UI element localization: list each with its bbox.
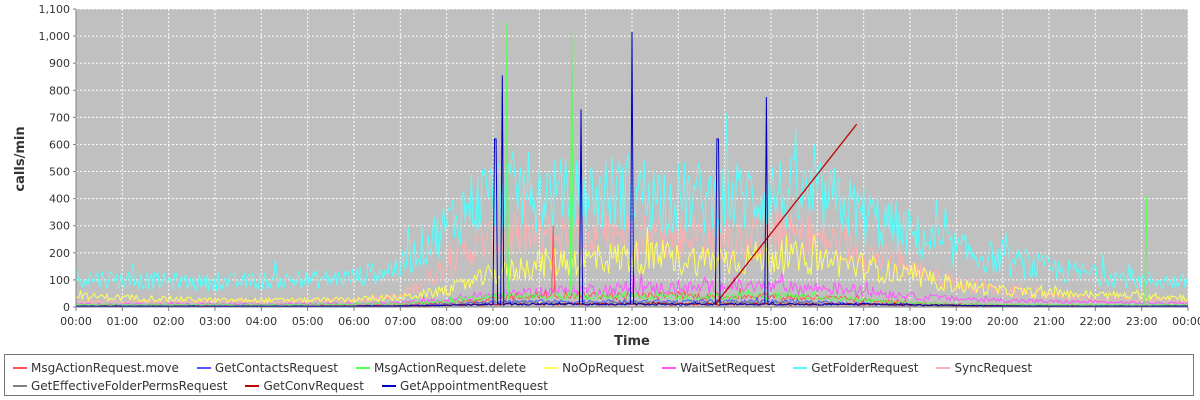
legend-swatch bbox=[355, 367, 370, 369]
x-tick-label: 08:00 bbox=[431, 315, 463, 328]
legend-item: MsgActionRequest.delete bbox=[355, 359, 527, 377]
legend-swatch bbox=[793, 367, 808, 369]
axes: 0 100 200 300 400 500 600 700 800 900 1,000 1,100 00… bbox=[39, 3, 1200, 328]
legend-item: GetContactsRequest bbox=[196, 359, 338, 377]
x-tick-label: 14:00 bbox=[709, 315, 741, 328]
legend-label: SyncRequest bbox=[954, 361, 1033, 375]
series-line-nooprequest bbox=[75, 227, 1189, 304]
legend-label: WaitSetRequest bbox=[680, 361, 776, 375]
x-tick-label: 06:00 bbox=[338, 315, 370, 328]
legend-label: NoOpRequest bbox=[562, 361, 645, 375]
legend-label: GetAppointmentRequest bbox=[400, 379, 548, 393]
chart: calls/min 0 100 200 300 400 500 600 700 800 900 1,… bbox=[13, 3, 1200, 349]
y-tick-label: 1,100 bbox=[39, 3, 71, 16]
x-tick-label: 10:00 bbox=[523, 315, 555, 328]
legend-item: MsgActionRequest.move bbox=[13, 359, 179, 377]
x-tick-label: 12:00 bbox=[616, 315, 648, 328]
y-axis-title: calls/min bbox=[13, 126, 28, 191]
legend-item: WaitSetRequest bbox=[662, 359, 775, 377]
legend-label: GetEffectiveFolderPermsRequest bbox=[31, 379, 228, 393]
series-line-syncrequest bbox=[75, 175, 1189, 305]
legend-label: GetConvRequest bbox=[263, 379, 364, 393]
x-tick-label: 13:00 bbox=[662, 315, 694, 328]
x-tick-label: 05:00 bbox=[292, 315, 324, 328]
legend-item: SyncRequest bbox=[936, 359, 1032, 377]
x-tick-label: 15:00 bbox=[755, 315, 787, 328]
x-axis-label: Time bbox=[614, 334, 650, 349]
legend-swatch bbox=[13, 367, 27, 369]
legend-item: GetAppointmentRequest bbox=[382, 377, 548, 395]
y-tick-label: 500 bbox=[49, 166, 70, 179]
series-line-getfolderrequest bbox=[75, 113, 1189, 292]
x-tick-label: 23:00 bbox=[1126, 315, 1158, 328]
x-tick-label: 22:00 bbox=[1079, 315, 1111, 328]
x-tick-label: 00:00 bbox=[60, 315, 92, 328]
x-tick-label: 09:00 bbox=[477, 315, 509, 328]
x-tick-label: 18:00 bbox=[894, 315, 926, 328]
legend-label: MsgActionRequest.move bbox=[31, 361, 179, 375]
y-tick-label: 400 bbox=[49, 193, 70, 206]
series-trend-line bbox=[714, 123, 858, 305]
x-tick-label: 19:00 bbox=[940, 315, 972, 328]
x-tick-label: 02:00 bbox=[153, 315, 185, 328]
x-tick-label: 17:00 bbox=[848, 315, 880, 328]
x-tick-label: 01:00 bbox=[106, 315, 138, 328]
y-tick-label: 1,000 bbox=[39, 30, 71, 43]
y-tick-label: 700 bbox=[49, 111, 70, 124]
legend-item: GetFolderRequest bbox=[793, 359, 918, 377]
x-tick-label: 03:00 bbox=[199, 315, 231, 328]
legend-swatch bbox=[245, 385, 260, 387]
x-tick-label: 16:00 bbox=[801, 315, 833, 328]
legend-label: MsgActionRequest.delete bbox=[373, 361, 527, 375]
series-layer bbox=[75, 22, 1189, 308]
legend-label: GetContactsRequest bbox=[214, 361, 338, 375]
y-tick-label: 0 bbox=[63, 301, 70, 314]
x-tick-label: 21:00 bbox=[1033, 315, 1065, 328]
legend-swatch bbox=[936, 367, 951, 369]
x-tick-label: 00:00 bbox=[1172, 315, 1200, 328]
y-tick-label: 200 bbox=[49, 247, 70, 260]
x-tick-label: 04:00 bbox=[245, 315, 277, 328]
legend-item: GetConvRequest bbox=[245, 377, 364, 395]
y-axis-label: calls/min bbox=[13, 126, 28, 191]
y-tick-label: 600 bbox=[49, 138, 70, 151]
y-tick-label: 300 bbox=[49, 220, 70, 233]
x-tick-label: 07:00 bbox=[384, 315, 416, 328]
y-tick-label: 800 bbox=[49, 84, 70, 97]
legend-swatch bbox=[382, 385, 396, 387]
x-tick-label: 11:00 bbox=[570, 315, 602, 328]
legend-swatch bbox=[196, 367, 211, 369]
legend-item: GetEffectiveFolderPermsRequest bbox=[13, 377, 227, 395]
series-line-getappointmentrequest bbox=[75, 31, 1189, 308]
legend-swatch bbox=[662, 367, 677, 369]
legend-items: MsgActionRequest.move GetContactsRequest M… bbox=[13, 359, 1185, 395]
y-tick-label: 100 bbox=[49, 274, 70, 287]
series-line-msgactionrequest-delete bbox=[75, 22, 1188, 307]
legend-swatch bbox=[13, 385, 27, 387]
legend-item: NoOpRequest bbox=[544, 359, 644, 377]
x-tick-label: 20:00 bbox=[987, 315, 1019, 328]
legend-label: GetFolderRequest bbox=[811, 361, 919, 375]
legend: MsgActionRequest.move GetContactsRequest M… bbox=[4, 354, 1194, 396]
y-tick-label: 900 bbox=[49, 57, 70, 70]
legend-swatch bbox=[544, 367, 559, 369]
